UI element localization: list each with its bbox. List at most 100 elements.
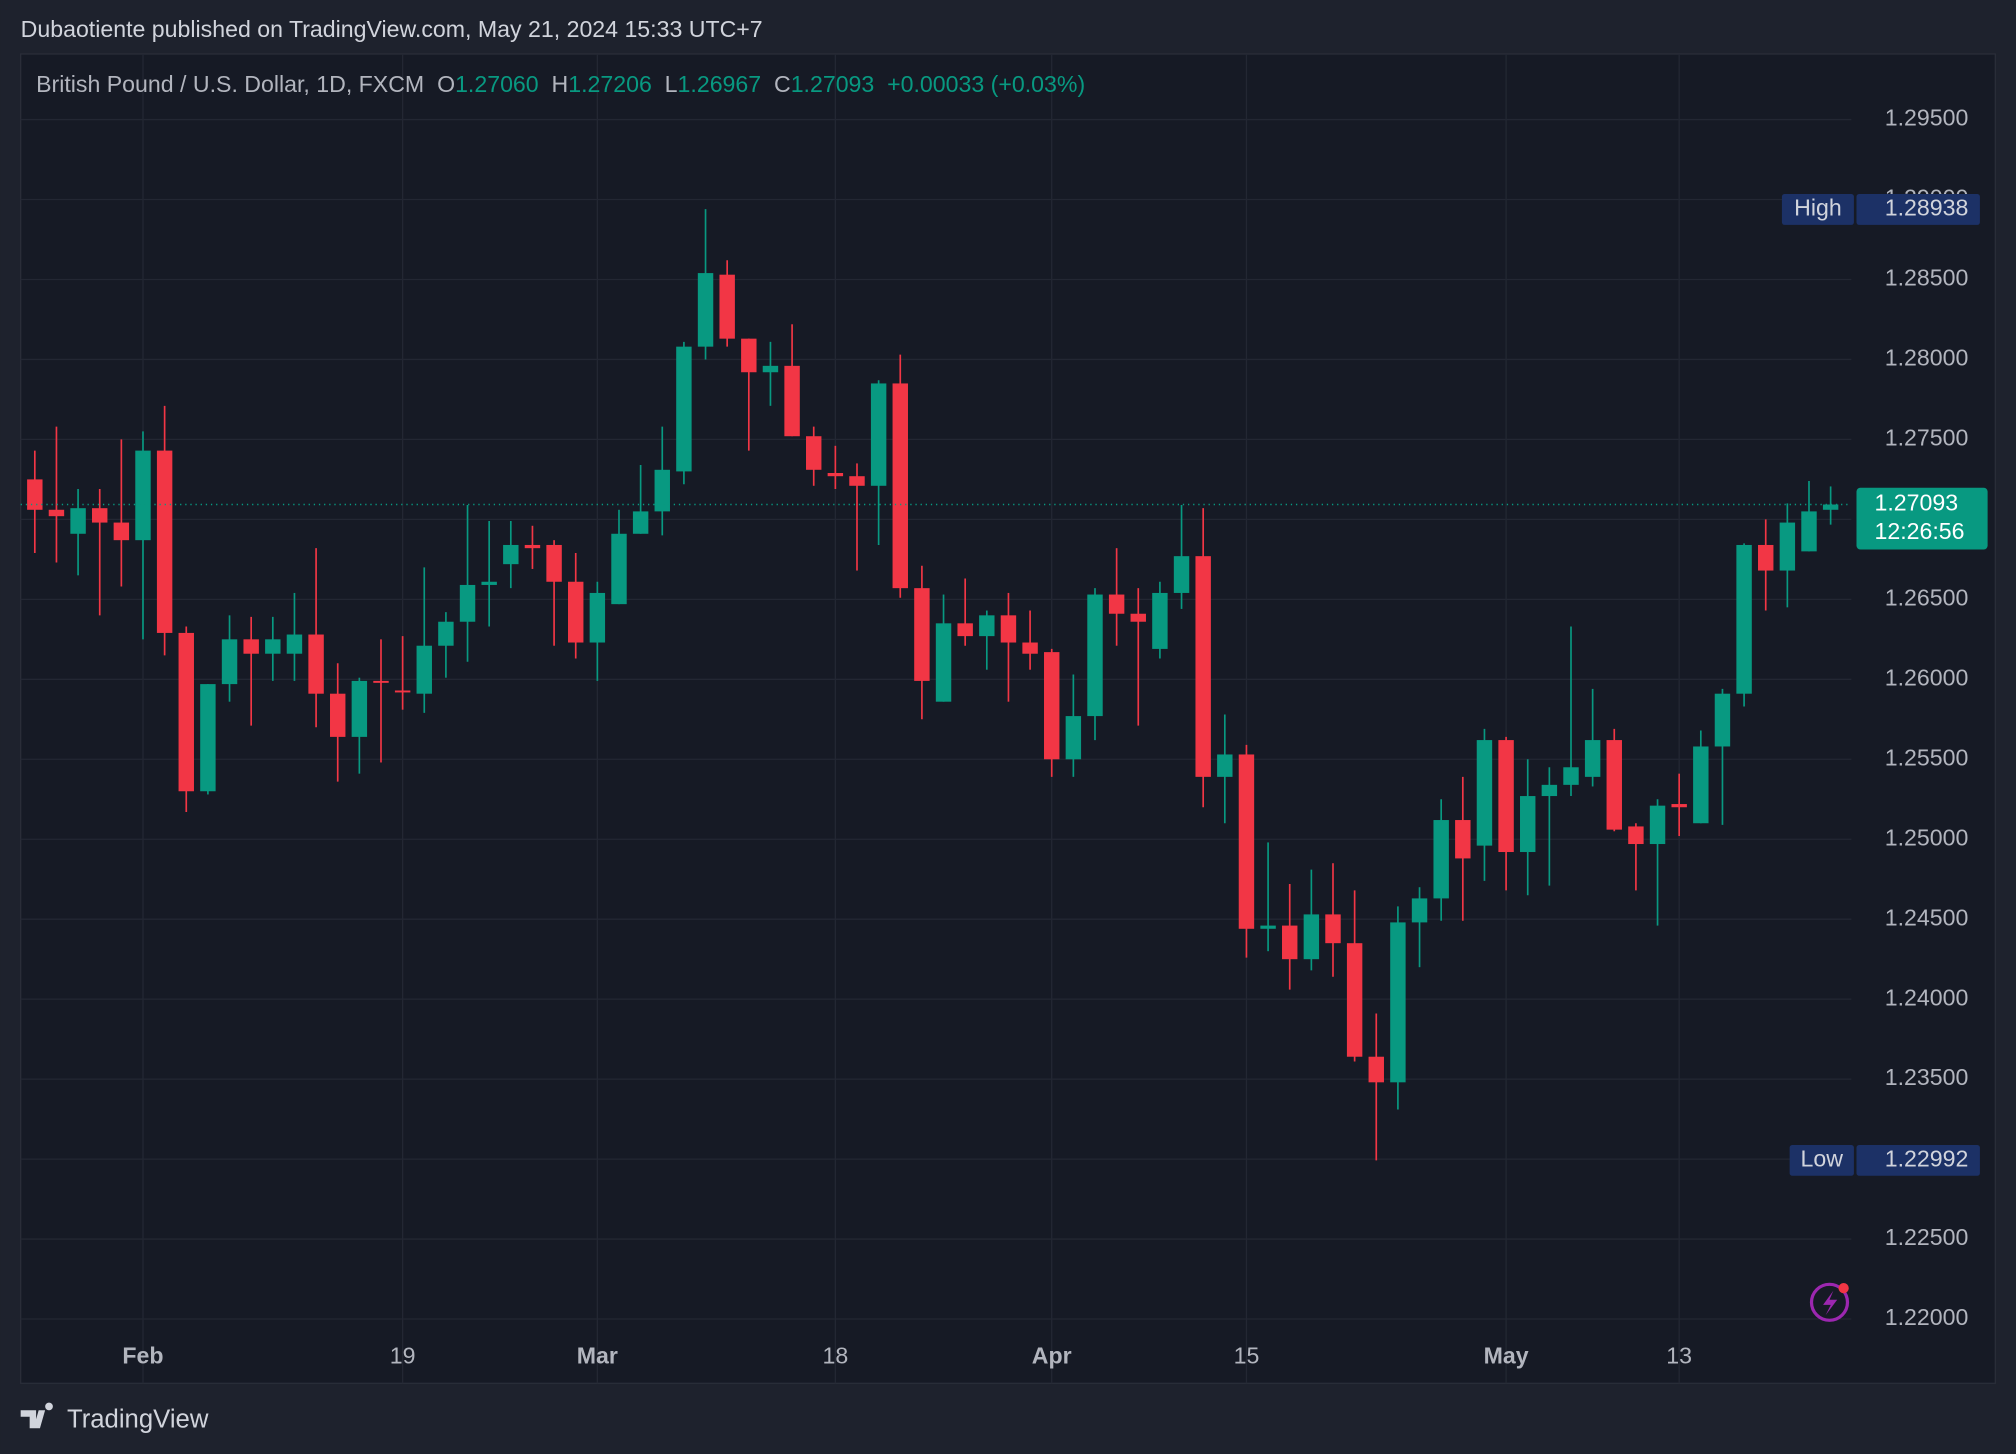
- y-tick-label: 1.27500: [1885, 425, 1969, 451]
- candle-body: [221, 639, 238, 685]
- candle-body: [70, 508, 86, 534]
- y-tick-label: 1.24500: [1885, 904, 1969, 930]
- candle-body: [1649, 805, 1666, 845]
- h-value: 1.27206: [568, 71, 652, 97]
- grid: [20, 53, 1852, 1384]
- candle-body: [1065, 716, 1082, 760]
- candle-body: [135, 450, 151, 541]
- candle-body: [1498, 740, 1514, 853]
- last-price-box: [1856, 487, 1988, 550]
- footer-logo: [20, 1402, 53, 1429]
- candles: [20, 209, 1852, 1161]
- candle-body: [892, 383, 908, 589]
- candle-body: [1433, 820, 1449, 899]
- candle-body: [1822, 504, 1839, 510]
- c-value: 1.27093: [791, 71, 875, 97]
- candle-body: [243, 639, 259, 654]
- candle-body: [1000, 615, 1017, 643]
- x-tick-label: 15: [1234, 1343, 1260, 1369]
- candle-body: [697, 273, 714, 347]
- x-tick-label: Mar: [577, 1343, 618, 1369]
- candle-body: [1541, 784, 1558, 797]
- candle-body: [1476, 740, 1493, 846]
- countdown: 12:26:56: [1874, 518, 1964, 544]
- candle-body: [113, 522, 130, 541]
- candle-body: [568, 581, 584, 643]
- l-value: 1.26967: [678, 71, 762, 97]
- candle-body: [1368, 1056, 1384, 1083]
- candle-body: [784, 365, 800, 437]
- h-label: H: [552, 71, 569, 97]
- candle-body: [394, 690, 411, 693]
- candle-body: [957, 623, 973, 637]
- candle-body: [308, 634, 324, 694]
- x-tick-label: Apr: [1032, 1343, 1072, 1369]
- candle-body: [914, 588, 930, 681]
- y-tick-label: 1.24000: [1885, 984, 1969, 1010]
- x-tick-label: May: [1484, 1343, 1529, 1369]
- candle-body: [481, 581, 497, 585]
- lightning-icon[interactable]: [1809, 1282, 1850, 1322]
- candle-body: [330, 693, 346, 737]
- candle-body: [1303, 914, 1320, 960]
- candle-body: [1260, 925, 1276, 929]
- candle-body: [1520, 796, 1536, 853]
- candle-body: [92, 508, 108, 523]
- candle-body: [849, 476, 865, 486]
- candle-body: [1130, 613, 1146, 622]
- candle-body: [1714, 693, 1731, 747]
- symbol: British Pound / U.S. Dollar, 1D, FXCM: [36, 71, 424, 97]
- labels: 1.220001.225001.230001.235001.240001.245…: [122, 105, 1988, 1369]
- candle-body: [676, 346, 692, 472]
- candle-body: [200, 684, 216, 792]
- y-tick-label: 1.28000: [1885, 345, 1969, 371]
- candle-body: [611, 533, 627, 605]
- candle-body: [1390, 922, 1406, 1083]
- candle-body: [1195, 556, 1211, 777]
- candle-body: [1325, 914, 1341, 944]
- candle-body: [351, 680, 368, 737]
- marker-value: 1.28938: [1885, 195, 1969, 221]
- candle-body: [156, 450, 173, 633]
- candle-body: [1152, 592, 1168, 649]
- legend: British Pound / U.S. Dollar, 1D, FXCM O1.…: [36, 71, 1085, 97]
- candle-body: [1282, 925, 1298, 960]
- candle-body: [654, 469, 670, 512]
- change: +0.00033 (+0.03%): [887, 71, 1085, 97]
- o-value: 1.27060: [455, 71, 539, 97]
- candle-body: [806, 436, 822, 470]
- candle-body: [524, 544, 541, 549]
- candle-body: [827, 472, 844, 477]
- candle-body: [762, 365, 779, 373]
- candle-body: [178, 632, 194, 792]
- candle-body: [1411, 898, 1428, 923]
- candle-body: [589, 592, 606, 643]
- candle-body: [1108, 594, 1125, 614]
- candle-body: [1671, 804, 1687, 808]
- candle-body: [935, 623, 952, 702]
- marker-value-box: [1856, 1144, 1980, 1176]
- candle-body: [1173, 556, 1190, 593]
- candle-body: [1022, 642, 1038, 654]
- candle-body: [979, 615, 995, 637]
- y-tick-label: 1.26500: [1885, 584, 1969, 610]
- candle-body: [1346, 943, 1363, 1057]
- candle-body: [719, 274, 735, 339]
- candle-body: [741, 338, 757, 373]
- last-price-label: 1.27093: [1874, 490, 1958, 516]
- x-tick-label: 19: [390, 1343, 416, 1369]
- candle-body: [1801, 511, 1817, 552]
- candle-body: [286, 634, 303, 654]
- y-tick-label: 1.26000: [1885, 664, 1969, 690]
- candle-body: [48, 509, 65, 517]
- candle-body: [438, 621, 454, 646]
- candle-body: [1606, 740, 1622, 830]
- chart-panel: [20, 53, 1996, 1384]
- x-tick-label: 13: [1666, 1343, 1692, 1369]
- marker-name-box: [1781, 194, 1854, 225]
- candle-body: [1087, 594, 1103, 717]
- candle-body: [1584, 740, 1601, 777]
- footer-brand: TradingView: [67, 1405, 209, 1433]
- candle-body: [1455, 820, 1471, 859]
